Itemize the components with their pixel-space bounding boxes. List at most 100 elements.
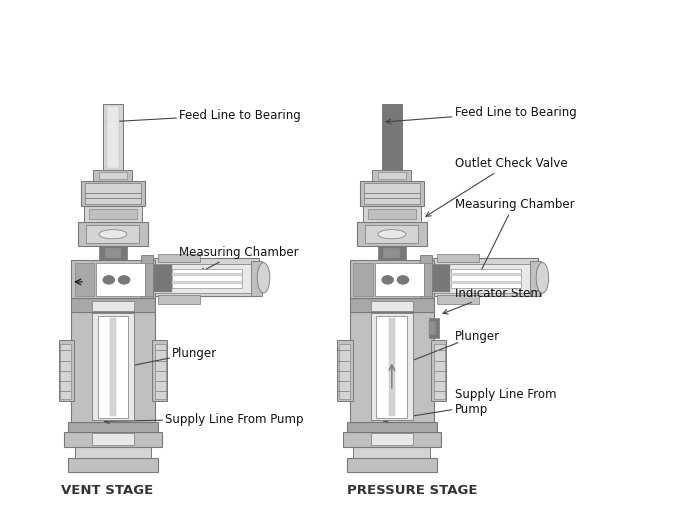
FancyBboxPatch shape — [434, 344, 444, 399]
FancyBboxPatch shape — [85, 184, 141, 205]
Circle shape — [398, 276, 409, 285]
FancyBboxPatch shape — [438, 296, 479, 304]
FancyBboxPatch shape — [89, 209, 136, 219]
FancyBboxPatch shape — [99, 246, 127, 261]
FancyBboxPatch shape — [371, 314, 413, 420]
FancyBboxPatch shape — [103, 105, 122, 171]
FancyBboxPatch shape — [354, 264, 373, 297]
FancyBboxPatch shape — [343, 432, 440, 447]
Text: Plunger: Plunger — [111, 347, 217, 372]
FancyBboxPatch shape — [365, 225, 419, 244]
FancyBboxPatch shape — [346, 422, 438, 432]
FancyBboxPatch shape — [389, 318, 395, 416]
FancyBboxPatch shape — [96, 264, 145, 297]
FancyBboxPatch shape — [451, 281, 521, 285]
FancyBboxPatch shape — [451, 273, 521, 276]
FancyBboxPatch shape — [339, 344, 350, 399]
FancyBboxPatch shape — [71, 311, 155, 422]
FancyBboxPatch shape — [430, 258, 538, 296]
FancyBboxPatch shape — [75, 264, 94, 297]
FancyBboxPatch shape — [172, 273, 242, 276]
FancyBboxPatch shape — [433, 266, 450, 292]
FancyBboxPatch shape — [141, 256, 153, 299]
FancyBboxPatch shape — [530, 261, 541, 297]
FancyBboxPatch shape — [110, 318, 116, 416]
FancyBboxPatch shape — [354, 447, 430, 458]
FancyBboxPatch shape — [81, 182, 145, 207]
FancyBboxPatch shape — [92, 314, 134, 420]
Ellipse shape — [258, 263, 270, 294]
FancyBboxPatch shape — [75, 447, 151, 458]
FancyBboxPatch shape — [364, 184, 420, 205]
FancyBboxPatch shape — [251, 261, 262, 297]
Text: Feed Line to Bearing: Feed Line to Bearing — [107, 109, 301, 125]
FancyBboxPatch shape — [357, 222, 427, 246]
FancyBboxPatch shape — [360, 182, 424, 207]
FancyBboxPatch shape — [86, 225, 139, 244]
FancyBboxPatch shape — [337, 341, 353, 401]
Text: Plunger: Plunger — [390, 329, 500, 370]
Circle shape — [118, 276, 130, 285]
FancyBboxPatch shape — [60, 344, 71, 399]
FancyBboxPatch shape — [107, 107, 118, 168]
FancyBboxPatch shape — [430, 321, 437, 335]
FancyBboxPatch shape — [432, 264, 533, 294]
Text: Measuring Chamber: Measuring Chamber — [454, 197, 574, 279]
Ellipse shape — [536, 263, 549, 294]
Circle shape — [382, 276, 393, 285]
FancyBboxPatch shape — [154, 266, 172, 292]
FancyBboxPatch shape — [438, 254, 479, 262]
FancyBboxPatch shape — [451, 269, 521, 289]
FancyBboxPatch shape — [382, 105, 402, 171]
FancyBboxPatch shape — [97, 317, 128, 418]
FancyBboxPatch shape — [346, 458, 438, 472]
Text: Supply Line From Pump: Supply Line From Pump — [104, 412, 304, 426]
Text: Feed Line to Bearing: Feed Line to Bearing — [386, 106, 576, 125]
FancyBboxPatch shape — [350, 261, 434, 299]
FancyBboxPatch shape — [155, 344, 166, 399]
FancyBboxPatch shape — [350, 299, 434, 313]
FancyBboxPatch shape — [372, 171, 412, 182]
FancyBboxPatch shape — [424, 264, 433, 297]
FancyBboxPatch shape — [368, 209, 416, 219]
FancyBboxPatch shape — [430, 319, 439, 338]
FancyBboxPatch shape — [378, 246, 406, 261]
FancyBboxPatch shape — [68, 458, 158, 472]
FancyBboxPatch shape — [378, 173, 406, 180]
FancyBboxPatch shape — [377, 317, 407, 418]
FancyBboxPatch shape — [371, 301, 413, 311]
Circle shape — [103, 276, 114, 285]
FancyBboxPatch shape — [375, 264, 424, 297]
FancyBboxPatch shape — [371, 433, 413, 445]
FancyBboxPatch shape — [158, 254, 200, 262]
Text: Supply Line From
Pump: Supply Line From Pump — [384, 387, 556, 422]
FancyBboxPatch shape — [153, 264, 254, 294]
FancyBboxPatch shape — [145, 264, 153, 297]
FancyBboxPatch shape — [431, 341, 446, 401]
FancyBboxPatch shape — [68, 422, 158, 432]
Text: VENT STAGE: VENT STAGE — [61, 484, 153, 496]
FancyBboxPatch shape — [71, 299, 155, 313]
Text: Outlet Check Valve: Outlet Check Valve — [426, 157, 567, 217]
FancyBboxPatch shape — [152, 341, 167, 401]
FancyBboxPatch shape — [84, 207, 142, 222]
FancyBboxPatch shape — [172, 269, 242, 289]
FancyBboxPatch shape — [172, 281, 242, 285]
Text: Measuring Chamber: Measuring Chamber — [179, 245, 299, 273]
FancyBboxPatch shape — [92, 301, 134, 311]
FancyBboxPatch shape — [363, 207, 421, 222]
Ellipse shape — [99, 230, 127, 239]
Text: Indicator Stem: Indicator Stem — [443, 286, 542, 314]
FancyBboxPatch shape — [99, 173, 127, 180]
FancyBboxPatch shape — [71, 261, 155, 299]
FancyBboxPatch shape — [93, 171, 132, 182]
Text: PRESSURE STAGE: PRESSURE STAGE — [346, 484, 477, 496]
FancyBboxPatch shape — [104, 249, 121, 258]
FancyBboxPatch shape — [158, 296, 200, 304]
Ellipse shape — [378, 230, 406, 239]
FancyBboxPatch shape — [64, 432, 162, 447]
FancyBboxPatch shape — [78, 222, 148, 246]
FancyBboxPatch shape — [59, 341, 74, 401]
FancyBboxPatch shape — [151, 258, 260, 296]
FancyBboxPatch shape — [92, 433, 134, 445]
